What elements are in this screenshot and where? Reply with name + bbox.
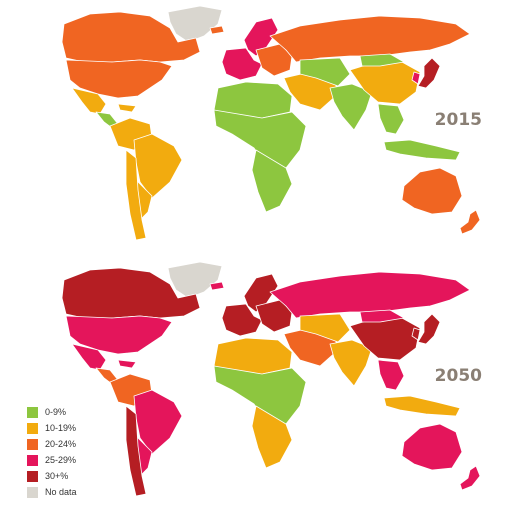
region-caribbean <box>117 103 137 113</box>
legend-label: 25-29% <box>45 455 77 465</box>
legend-item: 30+% <box>26 468 77 484</box>
year-label-2050: 2050 <box>434 366 482 386</box>
region-western-europe <box>221 47 263 81</box>
legend-item: 25-29% <box>26 452 77 468</box>
region-new-zealand <box>459 465 481 491</box>
region-caribbean <box>117 359 137 369</box>
region-western-europe <box>221 303 263 337</box>
region-mongolia <box>359 309 405 323</box>
region-brazil <box>133 389 183 455</box>
region-japan <box>417 313 441 345</box>
map-2050-svg <box>61 261 481 497</box>
legend-swatch <box>26 421 39 435</box>
legend-item: 10-19% <box>26 420 77 436</box>
region-scandinavia <box>243 273 279 313</box>
region-central-asia <box>299 313 351 343</box>
region-usa <box>65 59 173 99</box>
region-korea <box>411 327 421 341</box>
region-mongolia <box>359 53 405 67</box>
region-greenland <box>167 261 223 299</box>
region-indonesia <box>383 395 461 417</box>
region-australia <box>401 167 463 215</box>
region-southern-africa <box>251 149 293 213</box>
legend-item: No data <box>26 484 77 500</box>
region-greenland <box>167 5 223 43</box>
year-label-2015: 2015 <box>434 110 482 130</box>
world-map-2015 <box>61 5 481 241</box>
legend-item: 20-24% <box>26 436 77 452</box>
region-south-asia <box>329 83 373 131</box>
world-map-2050 <box>0 256 512 512</box>
legend-swatch <box>26 405 39 419</box>
map-2015-svg <box>61 5 481 241</box>
region-brazil <box>133 133 183 199</box>
region-new-zealand <box>459 209 481 235</box>
legend-label: 30+% <box>45 471 69 481</box>
region-usa <box>65 315 173 355</box>
legend-swatch <box>26 437 39 451</box>
legend-swatch <box>26 485 39 499</box>
legend-label: 10-19% <box>45 423 77 433</box>
legend-label: No data <box>45 487 77 497</box>
legend-swatch <box>26 453 39 467</box>
legend-item: 0-9% <box>26 404 77 420</box>
region-scandinavia <box>243 17 279 57</box>
region-southeast-asia <box>377 359 405 391</box>
region-korea <box>411 71 421 85</box>
region-southeast-asia <box>377 103 405 135</box>
region-southern-africa <box>251 405 293 469</box>
region-central-asia <box>299 57 351 87</box>
region-japan <box>417 57 441 89</box>
region-chile-argentina <box>125 149 147 241</box>
legend-label: 0-9% <box>45 407 67 417</box>
region-iceland <box>209 281 225 291</box>
region-australia <box>401 423 463 471</box>
region-iceland <box>209 25 225 35</box>
region-south-asia <box>329 339 373 387</box>
legend: 0-9% 10-19% 20-24% 25-29% 30+% No data <box>26 404 77 500</box>
legend-label: 20-24% <box>45 439 77 449</box>
region-indonesia <box>383 139 461 161</box>
region-chile-argentina <box>125 405 147 497</box>
legend-swatch <box>26 469 39 483</box>
